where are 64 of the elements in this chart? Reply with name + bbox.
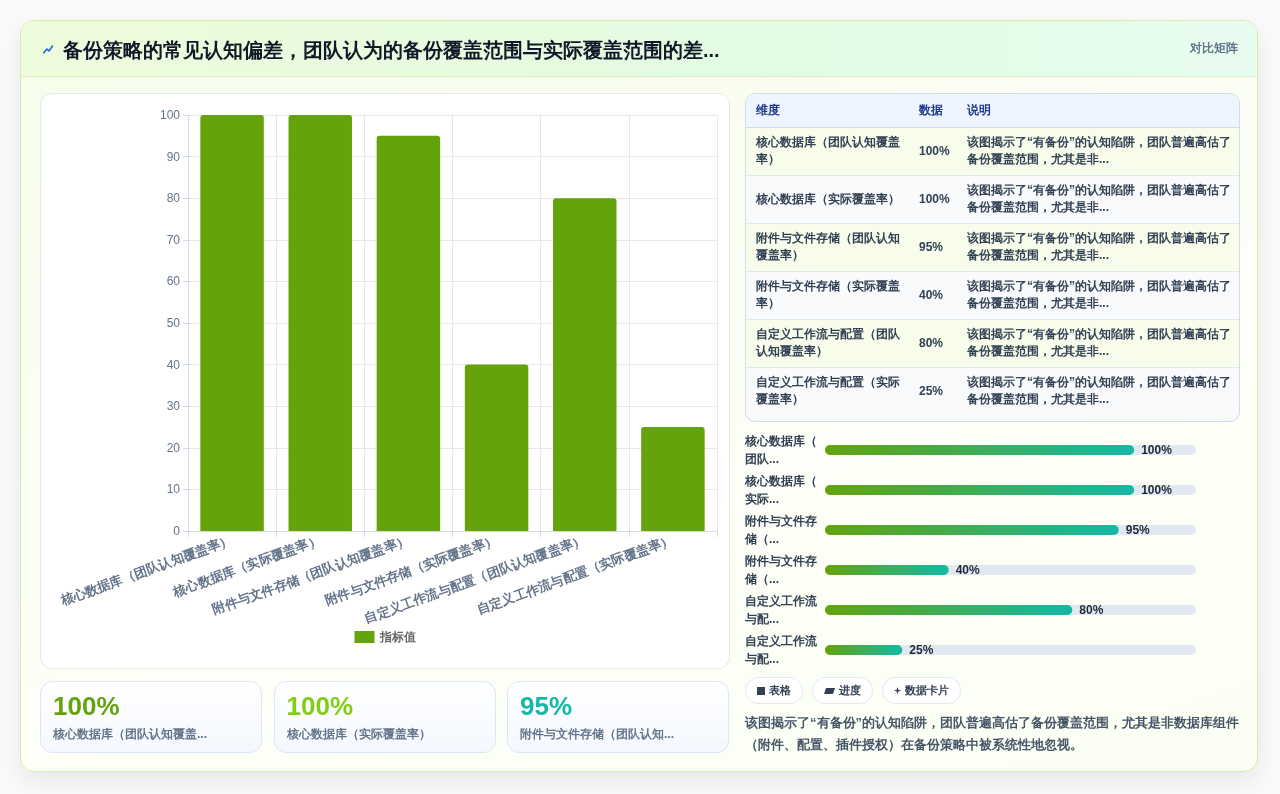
bar	[200, 115, 264, 531]
text: 该图揭示了“有备份”的认知陷阱，团队普遍高估了备份覆盖范围，尤其是非...	[967, 223, 1239, 271]
category-label: 核心数据库（实际覆盖率）	[286, 726, 431, 742]
text: 100%	[919, 191, 950, 206]
text: 该图揭示了“有备份”的认知陷阱，团队普遍高估了备份覆盖范围，尤其是非...	[967, 175, 1239, 223]
text: 95%	[520, 691, 573, 721]
y-tick-label: 40	[166, 357, 181, 372]
data-label: 100%	[1141, 443, 1173, 457]
text: 40%	[919, 287, 944, 302]
category-label: 核心数据库（实际覆盖率）	[746, 175, 919, 223]
y-tick-label: 核心数据库（团队...	[744, 434, 817, 466]
bar	[825, 645, 903, 655]
y-tick-label: 80	[166, 191, 181, 206]
tab-button[interactable]: 进度	[812, 677, 873, 704]
text: 该图揭示了“有备份”的认知陷阱，团队普遍高估了备份覆盖范围，尤其是非...	[967, 127, 1239, 175]
text: 该图揭示了“有备份”的认知陷阱，团队普遍高估了备份覆盖范围，尤其是非...	[967, 319, 1239, 367]
legend-label: 指标值	[378, 630, 416, 644]
bar	[641, 427, 705, 531]
text: 95%	[919, 239, 944, 254]
text: 100%	[53, 691, 120, 721]
text: 数据	[919, 94, 967, 127]
chart-title: 备份策略的常见认知偏差，团队认为的备份覆盖范围与实际覆盖范围的差...	[63, 38, 720, 63]
text: 该图揭示了“有备份”的认知陷阱，团队普遍高估了备份覆盖范围，尤其是非数据库组件（附件、配置、插件授权）在备份策略中被系统性地忽视。	[745, 714, 1240, 754]
tab-button[interactable]: 数据卡片	[882, 677, 961, 704]
y-tick-label: 10	[166, 482, 181, 497]
y-tick-label: 30	[166, 399, 181, 414]
y-tick-label: 0	[173, 524, 181, 538]
data-label: 95%	[1125, 523, 1151, 537]
category-label: 核心数据库（团队认知覆盖...	[53, 726, 208, 742]
text: 80%	[919, 335, 944, 350]
bar	[288, 115, 352, 531]
y-tick-label: 附件与文件存储（...	[744, 514, 817, 546]
data-label: 80%	[1079, 603, 1104, 617]
text: 对比矩阵	[1190, 40, 1238, 56]
y-tick-label: 附件与文件存储（...	[744, 554, 817, 586]
y-tick-label: 自定义工作流与配...	[744, 594, 818, 626]
text: 100%	[286, 691, 353, 721]
text: 25%	[919, 383, 944, 398]
y-tick-label: 自定义工作流与配...	[744, 634, 818, 666]
text: 100%	[919, 143, 950, 158]
y-tick-label: 20	[166, 440, 181, 455]
data-label: 25%	[909, 643, 934, 657]
text: 该图揭示了“有备份”的认知陷阱，团队普遍高估了备份覆盖范围，尤其是非...	[967, 367, 1239, 415]
bar	[464, 364, 529, 531]
category-label: 核心数据库（团队认知覆盖率）	[746, 127, 919, 175]
bar	[553, 198, 617, 531]
category-label: 附件与文件存储（实际覆盖率）	[746, 271, 919, 319]
category-label: 附件与文件存储（团队认知...	[520, 726, 675, 742]
data-label: 100%	[1141, 483, 1173, 497]
y-tick-label: 60	[166, 274, 181, 289]
y-tick-label: 70	[166, 232, 181, 247]
data-label: 40%	[955, 563, 981, 577]
y-tick-label: 90	[166, 149, 181, 164]
text: 说明	[967, 94, 1239, 127]
text: 维度	[746, 94, 919, 127]
category-label: 自定义工作流与配置（实际覆盖率）	[746, 367, 919, 415]
y-tick-label: 核心数据库（实际...	[744, 474, 817, 506]
y-tick-label: 50	[166, 316, 181, 330]
bar	[376, 135, 441, 531]
tab-button[interactable]: 表格	[745, 677, 803, 704]
category-label: 附件与文件存储（团队认知覆盖率）	[746, 223, 919, 271]
y-tick-label: 100	[159, 108, 181, 122]
category-label: 自定义工作流与配置（团队认知覆盖率）	[746, 319, 919, 367]
text: 该图揭示了“有备份”的认知陷阱，团队普遍高估了备份覆盖范围，尤其是非...	[967, 271, 1239, 319]
